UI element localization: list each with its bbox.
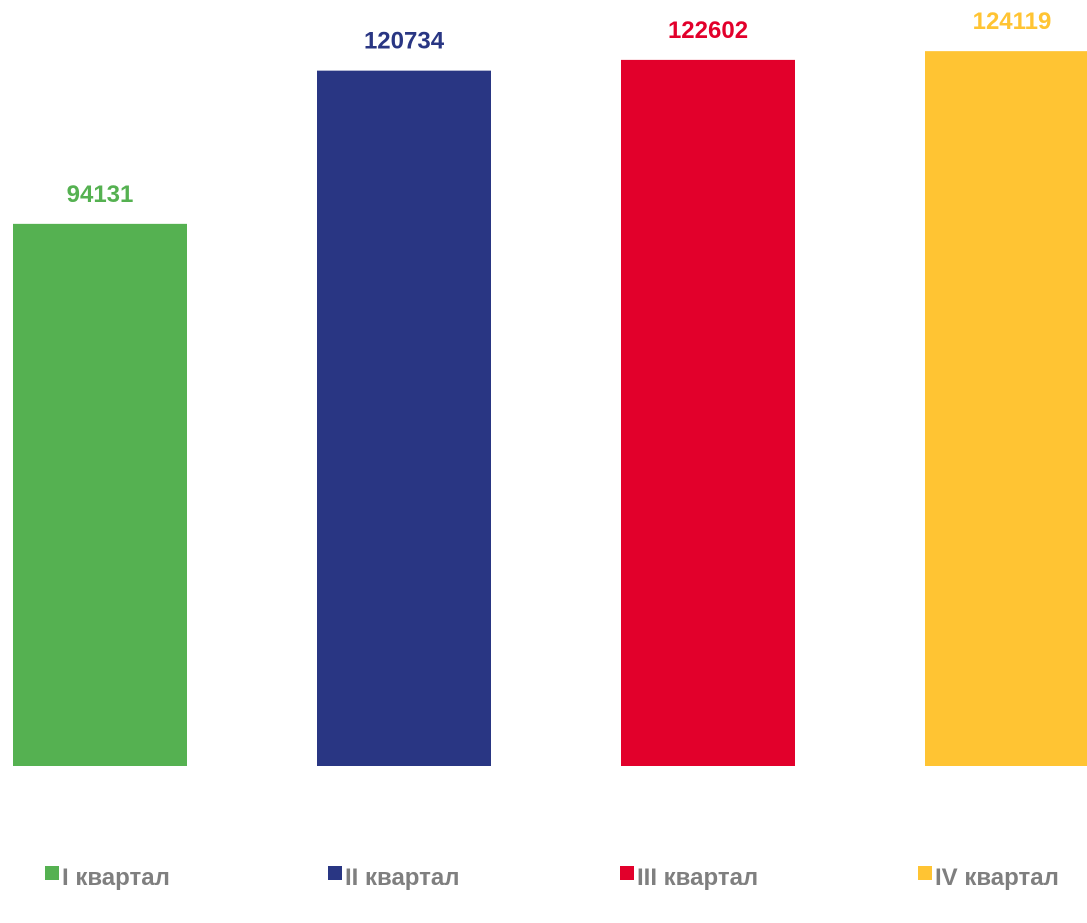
legend-swatch-3: [620, 866, 634, 880]
bar-3: [621, 59, 795, 766]
data-label-1: 94131: [67, 181, 134, 208]
legend-swatch-2: [328, 866, 342, 880]
bars-group: [13, 51, 1087, 767]
data-label-2: 120734: [364, 28, 445, 55]
bar-1: [13, 223, 187, 766]
data-label-3: 122602: [668, 17, 748, 44]
legend-label-1: I квартал: [62, 864, 170, 891]
legend: I квартал II квартал III квартал IV квартал: [45, 864, 1059, 891]
legend-label-3: III квартал: [637, 864, 758, 891]
bar-4: [925, 51, 1087, 766]
legend-label-4: IV квартал: [935, 864, 1059, 891]
data-label-4: 124119: [973, 8, 1052, 35]
bar-2: [317, 70, 491, 767]
data-labels-group: 94131 120734 122602 124119: [67, 8, 1052, 208]
legend-swatch-4: [918, 866, 932, 880]
legend-label-2: II квартал: [345, 864, 460, 891]
legend-swatch-1: [45, 866, 59, 880]
